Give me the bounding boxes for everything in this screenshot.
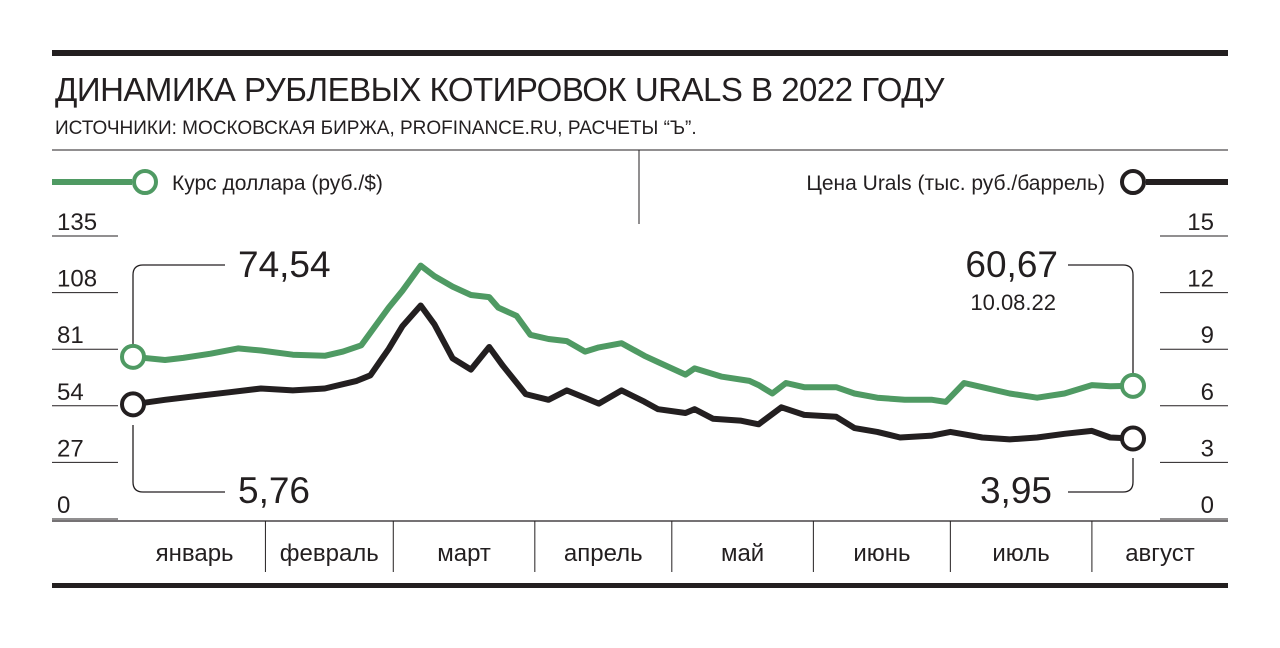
month-label: январь — [156, 540, 234, 567]
month-label: июнь — [853, 540, 910, 567]
right-tick-label: 3 — [1201, 435, 1214, 462]
series-line-urals — [130, 302, 1136, 443]
annotation-connectors — [132, 264, 1134, 493]
series-line-usd — [130, 262, 1136, 405]
annotation-usd-start: 74,54 — [238, 244, 331, 285]
legend-usd-marker — [132, 169, 158, 195]
urals-end-marker — [1120, 425, 1146, 452]
month-label: май — [721, 540, 764, 567]
bottom-rule — [52, 583, 1228, 588]
left-tick-label: 81 — [57, 322, 84, 349]
month-label: июль — [992, 540, 1049, 567]
legend-urals-label: Цена Urals (тыс. руб./баррель) — [806, 172, 1105, 195]
usd-start-marker — [120, 343, 146, 370]
month-label: апрель — [564, 540, 643, 567]
left-tick-label: 54 — [57, 379, 84, 406]
connector-start-bottom — [132, 425, 225, 493]
legend-urals-marker — [1120, 169, 1146, 195]
right-axis: 15 12 9 6 3 0 — [1160, 209, 1228, 520]
left-tick-label: 0 — [57, 492, 70, 519]
legend-usd-label: Курс доллара (руб./$) — [172, 172, 383, 195]
usd-end-marker — [1120, 372, 1146, 399]
right-tick-label: 9 — [1201, 322, 1214, 349]
connector-start-top — [132, 264, 225, 352]
chart-title: ДИНАМИКА РУБЛЕВЫХ КОТИРОВОК URALS В 2022… — [55, 71, 945, 108]
left-tick-label: 108 — [57, 266, 97, 293]
legend-usd: Курс доллара (руб./$) — [52, 169, 383, 195]
month-label: февраль — [280, 540, 379, 567]
right-tick-label: 15 — [1187, 209, 1214, 236]
top-rule — [52, 50, 1228, 56]
right-tick-label: 12 — [1187, 266, 1214, 293]
urals-start-marker — [120, 391, 146, 418]
connector-end-bottom — [1068, 458, 1134, 493]
annotation-urals-end: 3,95 — [980, 470, 1052, 511]
month-axis: январь февраль март апрель май июнь июль август — [156, 521, 1195, 572]
right-tick-label: 6 — [1201, 379, 1214, 406]
left-tick-label: 135 — [57, 209, 97, 236]
chart-source: ИСТОЧНИКИ: МОСКОВСКАЯ БИРЖА, PROFINANCE.… — [55, 118, 697, 139]
month-label: август — [1125, 540, 1195, 567]
right-tick-label: 0 — [1201, 492, 1214, 519]
left-axis: 135 108 81 54 27 0 — [52, 209, 118, 520]
month-label: март — [437, 540, 491, 567]
annotation-usd-end-date: 10.08.22 — [970, 290, 1056, 315]
annotation-urals-start: 5,76 — [238, 470, 310, 511]
legend-urals: Цена Urals (тыс. руб./баррель) — [806, 169, 1228, 195]
left-tick-label: 27 — [57, 435, 84, 462]
connector-end-top — [1068, 264, 1134, 382]
annotation-usd-end: 60,67 — [965, 244, 1058, 285]
